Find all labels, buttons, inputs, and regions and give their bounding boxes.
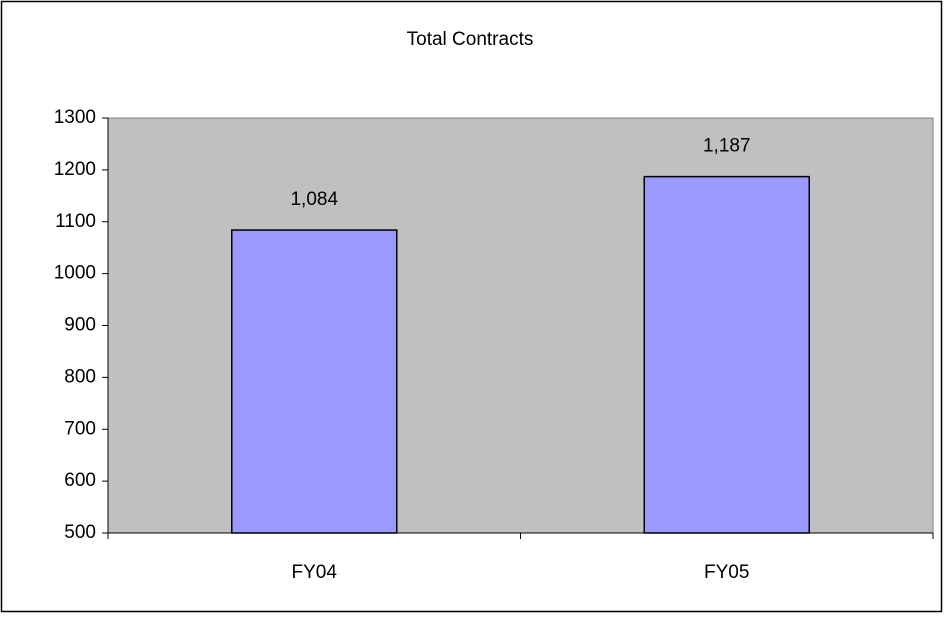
bar — [231, 229, 398, 534]
chart-title: Total Contracts — [407, 29, 534, 50]
y-tick-label: 1300 — [54, 107, 96, 128]
y-tick-label: 1200 — [54, 159, 96, 180]
y-tick-label: 600 — [64, 470, 96, 491]
x-tick-label: FY04 — [292, 562, 338, 583]
y-tick-label: 900 — [64, 315, 96, 336]
y-tick-label: 1000 — [54, 263, 96, 284]
y-tick-label: 800 — [64, 366, 96, 387]
bar — [643, 175, 810, 534]
y-tick-label: 500 — [64, 522, 96, 543]
x-tick-label: FY05 — [704, 562, 749, 583]
y-tick-label: 1100 — [55, 211, 96, 232]
y-tick-label: 700 — [64, 418, 96, 439]
value-label: 1,084 — [290, 189, 338, 210]
value-label: 1,187 — [703, 136, 751, 157]
